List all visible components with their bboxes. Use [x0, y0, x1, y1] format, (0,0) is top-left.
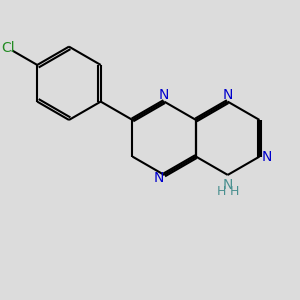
Text: N: N [262, 150, 272, 164]
Text: Cl: Cl [1, 41, 15, 55]
Text: H: H [230, 184, 239, 198]
Text: N: N [223, 88, 233, 102]
Text: N: N [153, 171, 164, 185]
Text: H: H [217, 184, 226, 198]
Text: N: N [223, 178, 233, 192]
Text: N: N [159, 88, 169, 102]
